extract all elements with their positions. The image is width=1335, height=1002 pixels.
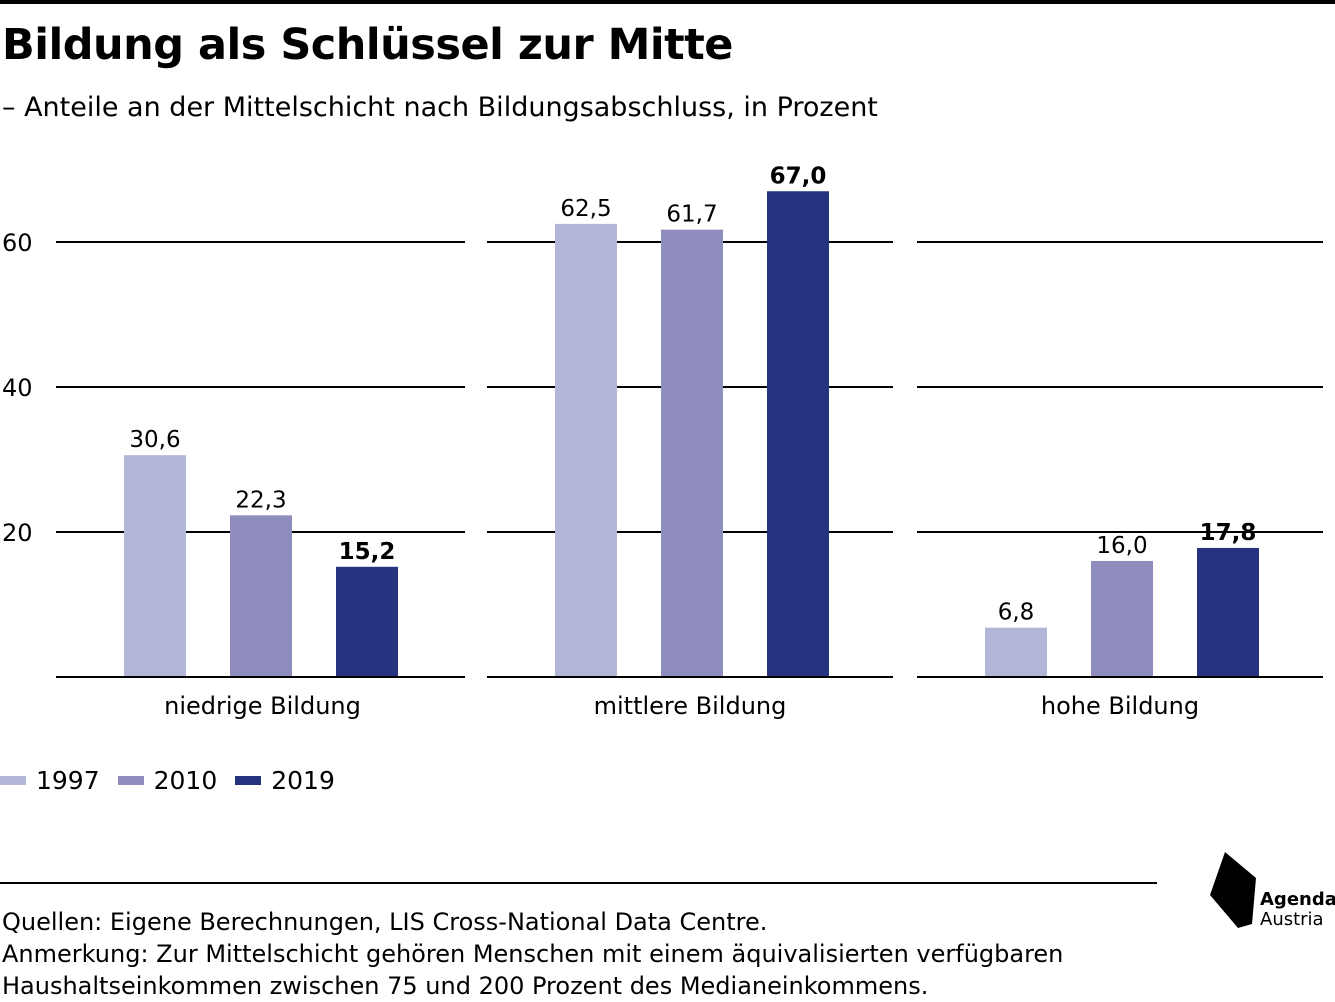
- top-rule: [0, 0, 1335, 4]
- bottom-rule: [0, 882, 1157, 884]
- data-label: 16,0: [1096, 533, 1147, 559]
- bar: [124, 455, 186, 677]
- legend-item-1997: 1997: [0, 766, 100, 795]
- footer: Quellen: Eigene Berechnungen, LIS Cross-…: [2, 906, 1063, 1002]
- source-note: Quellen: Eigene Berechnungen, LIS Cross-…: [2, 908, 768, 936]
- chart-subtitle: – Anteile an der Mittelschicht nach Bild…: [2, 92, 878, 123]
- remark-line-2: Haushaltseinkommen zwischen 75 und 200 P…: [2, 972, 929, 1000]
- y-tick-label: 20: [2, 519, 33, 547]
- bar: [661, 229, 723, 678]
- data-label: 67,0: [770, 163, 827, 189]
- category-label: mittlere Bildung: [594, 692, 787, 720]
- bar: [230, 515, 292, 677]
- data-label: 15,2: [339, 539, 396, 565]
- legend-swatch-2010: [117, 776, 144, 785]
- legend-swatch-1997: [0, 776, 26, 785]
- agenda-austria-logo: Agenda Austria: [1208, 850, 1335, 940]
- legend: 1997 2010 2019: [0, 766, 353, 795]
- bar: [555, 223, 617, 677]
- data-label: 61,7: [666, 202, 717, 228]
- legend-label: 2019: [271, 766, 335, 795]
- data-label: 30,6: [129, 427, 180, 453]
- data-label: 22,3: [235, 487, 286, 513]
- legend-swatch-2019: [235, 776, 262, 785]
- bar: [985, 627, 1047, 677]
- chart-title: Bildung als Schlüssel zur Mitte: [2, 20, 733, 70]
- data-label: 6,8: [998, 600, 1035, 626]
- logo-text-austria: Austria: [1260, 909, 1324, 930]
- legend-item-2010: 2010: [117, 766, 218, 795]
- data-label: 62,5: [560, 196, 611, 222]
- bar-chart: 20 40 60 30,6 22,3 15,2 niedrige Bildung 62,5 61…: [2, 163, 1323, 720]
- legend-item-2019: 2019: [235, 766, 335, 795]
- bar: [336, 566, 398, 677]
- y-tick-label: 60: [2, 229, 33, 257]
- legend-label: 2010: [153, 766, 218, 795]
- bar: [1091, 561, 1153, 677]
- bar: [1197, 547, 1259, 677]
- category-label: hohe Bildung: [1041, 692, 1199, 720]
- bar: [767, 191, 829, 677]
- remark-line-1: Anmerkung: Zur Mittelschicht gehören Men…: [2, 940, 1064, 968]
- legend-label: 1997: [36, 766, 100, 795]
- logo-text-agenda: Agenda: [1260, 889, 1335, 910]
- data-label: 17,8: [1200, 520, 1257, 546]
- logo-shape-icon: [1210, 852, 1256, 928]
- category-label: niedrige Bildung: [164, 692, 361, 720]
- y-tick-label: 40: [2, 374, 33, 402]
